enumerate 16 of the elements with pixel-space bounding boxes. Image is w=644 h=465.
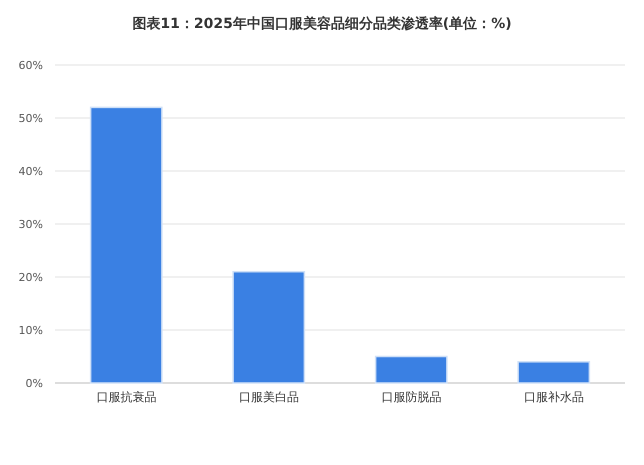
y-tick-label: 60% (18, 59, 43, 72)
bar (90, 106, 163, 384)
x-tick-label: 口服补水品 (524, 390, 584, 404)
bar (517, 361, 590, 384)
chart-title: 图表11：2025年中国口服美容品细分品类渗透率(单位：%) (132, 15, 512, 32)
bar (232, 270, 306, 384)
y-tick-label: 50% (18, 112, 43, 125)
x-tick-label: 口服抗衰品 (96, 390, 156, 404)
x-tick-label: 口服美白品 (238, 390, 299, 404)
y-tick-label: 10% (18, 324, 43, 337)
y-tick-label: 0% (26, 377, 43, 390)
y-tick-label: 20% (18, 271, 43, 284)
x-tick-label: 口服防脱品 (381, 390, 442, 404)
y-tick-label: 40% (18, 165, 43, 178)
y-tick-label: 30% (18, 218, 43, 231)
bar (374, 356, 448, 384)
